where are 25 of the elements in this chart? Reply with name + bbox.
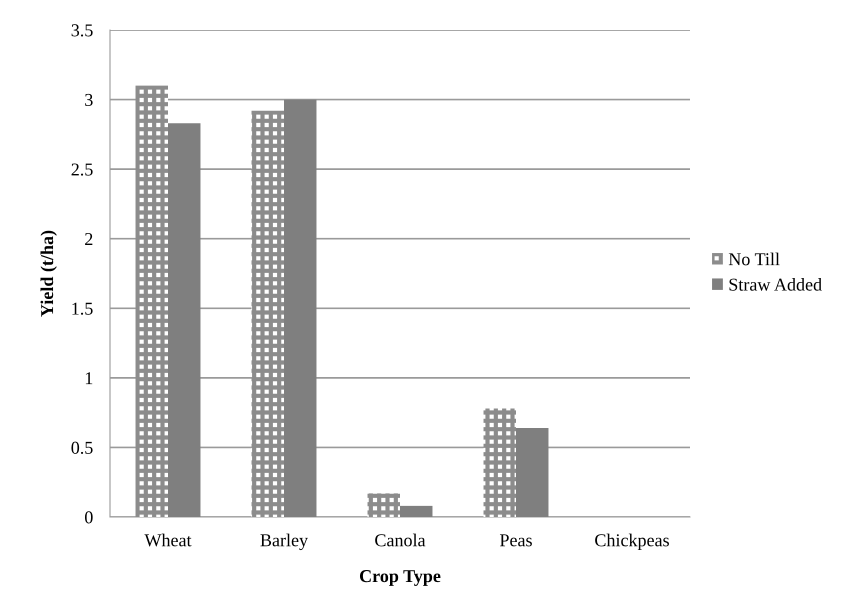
x-axis-title: Crop Type [360, 570, 440, 586]
bar [368, 493, 400, 517]
x-tick-label: Wheat [144, 534, 192, 546]
x-tick-label: Canola [375, 534, 426, 546]
y-tick-label: 2.5 [72, 163, 93, 176]
y-axis-title: Yield (t/ha) [40, 230, 57, 317]
y-tick-label: 2 [85, 233, 92, 245]
bar [484, 408, 516, 517]
y-tick-label: 0 [84, 511, 93, 524]
y-tick-label: 1.5 [72, 302, 93, 315]
y-tick-label: 0.5 [71, 442, 93, 454]
x-tick-label: Chickpeas [595, 534, 669, 550]
bar [284, 100, 316, 517]
bar [168, 123, 200, 517]
y-tick-label: 1 [86, 372, 92, 384]
bar [516, 428, 548, 517]
legend-label: Straw Added [730, 278, 822, 291]
bar [400, 506, 432, 517]
bar [136, 86, 168, 517]
x-tick-label: Barley [260, 534, 308, 550]
y-tick-label: 3.5 [72, 24, 93, 37]
y-tick-label: 3 [85, 94, 93, 106]
bar [252, 110, 284, 517]
x-tick-label: Peas [500, 534, 532, 546]
legend-label: No Till [728, 252, 780, 266]
